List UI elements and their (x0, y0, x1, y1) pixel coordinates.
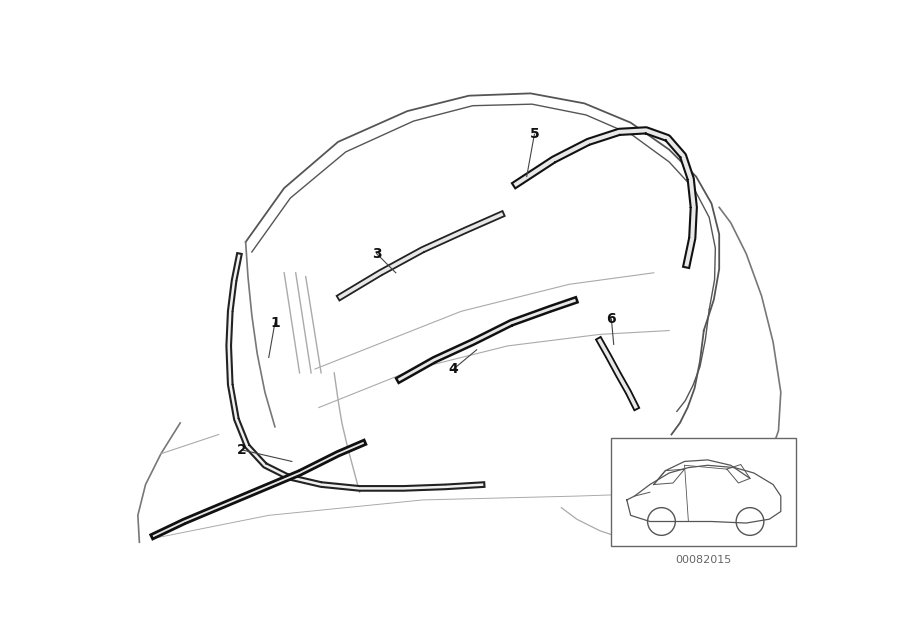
Polygon shape (396, 297, 578, 383)
Polygon shape (596, 337, 639, 410)
Text: 6: 6 (607, 312, 616, 326)
Bar (611, 438, 796, 546)
Text: 1: 1 (270, 316, 280, 330)
Polygon shape (150, 440, 366, 539)
Polygon shape (512, 127, 697, 268)
Text: 3: 3 (372, 247, 382, 261)
Text: 4: 4 (449, 362, 458, 376)
Text: 00082015: 00082015 (676, 555, 732, 565)
Polygon shape (227, 253, 484, 490)
Polygon shape (337, 211, 505, 301)
Text: 2: 2 (237, 443, 247, 457)
Text: 5: 5 (529, 127, 539, 141)
